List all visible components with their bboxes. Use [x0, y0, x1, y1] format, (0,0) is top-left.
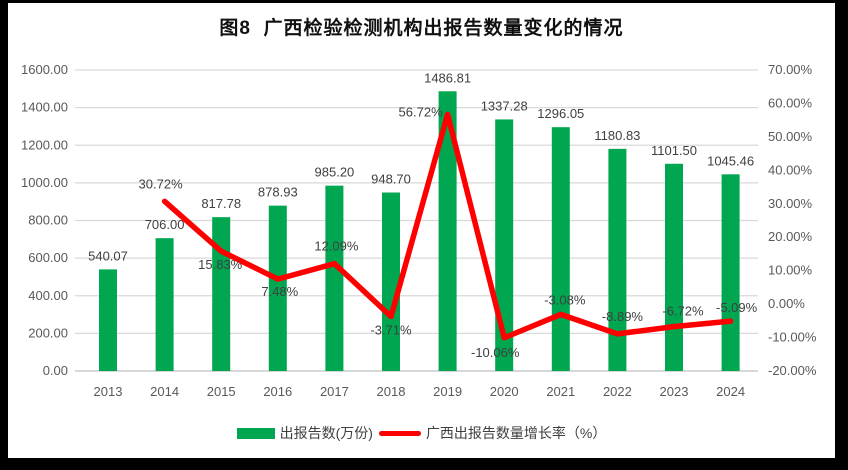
x-axis-category-label: 2014 — [150, 384, 179, 399]
bar-value-label: 1180.83 — [594, 128, 640, 143]
left-axis-tick-label: 1200.00 — [21, 137, 68, 152]
x-axis-category-label: 2017 — [320, 384, 349, 399]
bar-2015 — [212, 217, 231, 371]
x-axis-category-label: 2024 — [716, 384, 745, 399]
growth-rate-value-label: -5.09% — [716, 300, 758, 315]
bar-value-label: 1296.05 — [537, 106, 584, 121]
left-axis-tick-label: 1600.00 — [21, 62, 68, 77]
growth-rate-value-label: -10.06% — [471, 345, 520, 360]
left-axis-tick-label: 0.00 — [43, 363, 68, 378]
x-axis-category-label: 2018 — [377, 384, 406, 399]
bar-2018 — [382, 192, 400, 371]
bar-2014 — [155, 238, 174, 371]
bar-2019 — [438, 91, 457, 371]
bar-value-label: 878.93 — [258, 185, 298, 200]
growth-rate-value-label: 30.72% — [139, 176, 184, 191]
bar-series-label: 出报告数(万份) — [279, 425, 373, 441]
right-axis-tick-label: 0.00% — [768, 296, 805, 311]
bar-2024 — [721, 174, 740, 371]
left-axis-tick-label: 1000.00 — [21, 175, 68, 190]
line-series-label: 广西出报告数量增长率（%） — [425, 425, 607, 441]
growth-rate-line — [161, 111, 734, 341]
bar-2020 — [495, 119, 514, 372]
left-axis-tick-label: 1400.00 — [21, 100, 68, 115]
left-axis-tick-label: 400.00 — [28, 288, 68, 303]
x-axis-category-label: 2022 — [603, 384, 632, 399]
line-series-swatch-icon — [378, 430, 421, 436]
bar-value-label: 1486.81 — [424, 70, 471, 85]
x-axis-category-label: 2019 — [433, 384, 462, 399]
chart-legend: 出报告数(万份) 广西出报告数量增长率（%） — [8, 422, 835, 444]
right-axis-tick-label: 40.00% — [768, 162, 813, 177]
left-axis-tick-label: 600.00 — [28, 250, 68, 265]
bar-value-label: 540.07 — [88, 248, 128, 263]
right-axis-tick-label: -20.00% — [768, 363, 817, 378]
bar-value-label: 706.00 — [145, 217, 185, 232]
bar-2023 — [665, 163, 683, 371]
x-axis-category-label: 2016 — [263, 384, 292, 399]
bar-value-label: 817.78 — [201, 196, 241, 211]
growth-rate-value-label: -3.08% — [544, 292, 586, 307]
bar-value-label: 948.70 — [371, 172, 411, 187]
bar-value-label: 1045.46 — [707, 153, 754, 168]
left-axis-tick-label: 800.00 — [28, 213, 68, 228]
x-axis-category-label: 2013 — [94, 384, 123, 399]
right-axis-tick-label: 50.00% — [768, 129, 813, 144]
right-axis-tick-label: 10.00% — [768, 263, 813, 278]
bar-2013 — [99, 269, 117, 371]
growth-rate-value-label: 7.48% — [261, 284, 298, 299]
growth-rate-value-label: 56.72% — [399, 104, 444, 119]
bar-value-label: 1101.50 — [651, 143, 697, 158]
legend-item-line-series: 广西出报告数量增长率（%） — [378, 423, 607, 443]
growth-rate-value-label: -6.72% — [662, 304, 704, 319]
growth-rate-value-label: 15.83% — [198, 257, 243, 272]
chart-card: 图8 广西检验检测机构出报告数量变化的情况 0.00 200.00 400.00 60… — [8, 3, 835, 458]
x-axis-category-label: 2020 — [490, 384, 519, 399]
bar-2022 — [608, 148, 627, 371]
chart-title: 图8 广西检验检测机构出报告数量变化的情况 — [219, 18, 624, 39]
x-axis-category-label: 2023 — [660, 384, 689, 399]
growth-rate-value-label: 12.09% — [314, 239, 359, 254]
bar-2017 — [325, 185, 344, 371]
right-axis-tick-label: 70.00% — [768, 62, 813, 77]
x-axis-category-label: 2021 — [546, 384, 575, 399]
chart-plot-area: 0.00 200.00 400.00 600.00 800.00 1000.00 1200.… — [21, 62, 817, 399]
right-axis-tick-label: 60.00% — [768, 95, 813, 110]
growth-rate-value-label: -8.89% — [602, 309, 644, 324]
bar-series-swatch-icon — [236, 427, 275, 439]
x-axis-category-label: 2015 — [207, 384, 236, 399]
bar-value-label: 1337.28 — [481, 98, 528, 113]
growth-rate-value-label: -3.71% — [370, 323, 412, 338]
right-axis-tick-label: 30.00% — [768, 196, 813, 211]
right-axis-tick-label: -10.00% — [768, 330, 817, 345]
left-axis-tick-label: 200.00 — [28, 325, 68, 340]
bar-2021 — [551, 127, 570, 371]
bar-2016 — [268, 205, 287, 371]
legend-item-bar-series: 出报告数(万份) — [236, 423, 373, 443]
right-axis-tick-label: 20.00% — [768, 229, 813, 244]
bar-value-label: 985.20 — [315, 165, 355, 180]
